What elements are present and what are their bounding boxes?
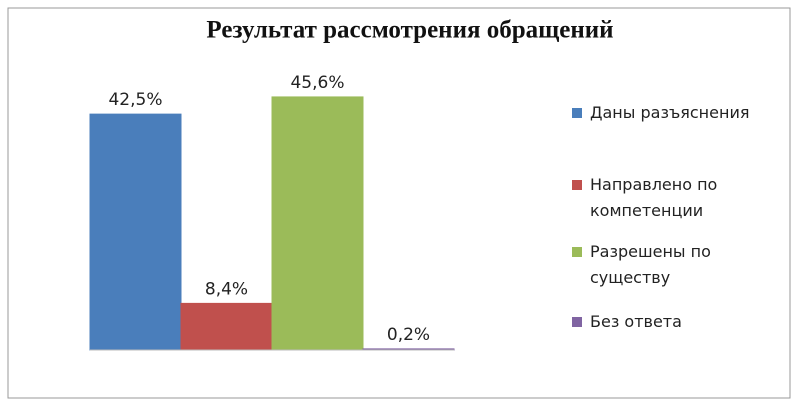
data-label: 45,6%: [290, 73, 344, 93]
bar: [271, 96, 364, 351]
legend-item: Разрешены по существу: [572, 239, 770, 291]
bar: [180, 302, 273, 351]
bar: [89, 113, 182, 351]
legend-swatch: [572, 180, 582, 190]
legend-label: Даны разъяснения: [590, 103, 750, 122]
legend-label: Разрешены по существу: [590, 242, 711, 287]
legend-item: Даны разъяснения: [572, 100, 770, 126]
legend-item: Без ответа: [572, 309, 770, 335]
legend-label: Направлено по компетенции: [590, 175, 718, 220]
legend-swatch: [572, 247, 582, 257]
data-label: 42,5%: [108, 90, 162, 110]
data-label: 8,4%: [205, 279, 248, 299]
chart-title: Результат рассмотрения обращений: [206, 17, 613, 44]
legend-label: Без ответа: [590, 312, 682, 331]
legend-swatch: [572, 317, 582, 327]
data-label: 0,2%: [387, 325, 430, 345]
legend-item: Направлено по компетенции: [572, 172, 770, 224]
legend-swatch: [572, 108, 582, 118]
